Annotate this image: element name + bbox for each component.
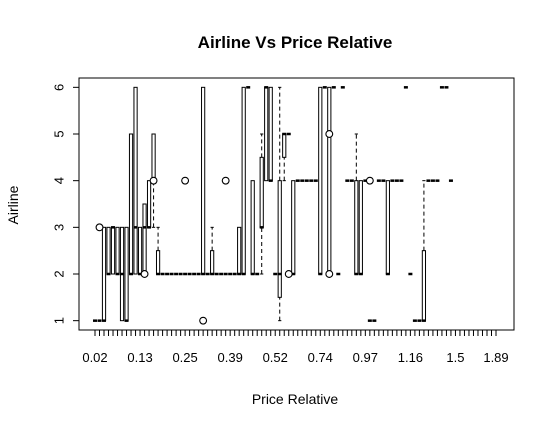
box-body xyxy=(354,180,359,275)
box-group xyxy=(282,132,287,182)
boxplot-marks xyxy=(93,86,453,325)
box-group xyxy=(264,86,269,182)
y-axis-label: Airline xyxy=(5,185,21,224)
box-group xyxy=(133,86,138,275)
box-group xyxy=(250,180,255,276)
x-tick-label: 1.5 xyxy=(446,350,464,365)
box-body xyxy=(268,86,273,182)
y-axis: 1 2 3 4 5 6 xyxy=(52,84,80,324)
outlier-point xyxy=(325,270,334,278)
x-tick-label: 1.16 xyxy=(398,350,423,365)
box-group xyxy=(421,180,427,322)
x-axis-label: Price Relative xyxy=(252,391,339,407)
box-group xyxy=(385,180,390,276)
box-body xyxy=(142,203,147,275)
x-tick-label: 0.97 xyxy=(353,350,378,365)
y-tick-label: 4 xyxy=(52,177,67,184)
box-body xyxy=(237,226,242,275)
outlier-point xyxy=(365,176,374,185)
outlier-point xyxy=(199,316,208,325)
outlier-point xyxy=(221,176,230,185)
box-body xyxy=(282,133,287,158)
x-tick-label: 0.02 xyxy=(82,350,107,365)
box-group xyxy=(155,226,161,276)
box-body xyxy=(106,226,111,275)
box-group xyxy=(101,226,107,322)
box-body xyxy=(250,180,255,275)
outlier-point xyxy=(181,176,190,185)
box-body xyxy=(146,180,152,228)
box-group xyxy=(210,226,215,276)
box-body xyxy=(264,86,269,182)
y-tick-label: 3 xyxy=(52,224,67,231)
box-body xyxy=(115,226,120,275)
box-group xyxy=(237,226,242,276)
box-body xyxy=(421,250,427,322)
box-group xyxy=(277,86,282,322)
box-group xyxy=(124,226,129,322)
box-body xyxy=(133,86,138,275)
box-group xyxy=(128,133,134,276)
box-group xyxy=(142,203,147,275)
box-body xyxy=(151,133,156,182)
box-group xyxy=(241,86,246,276)
box-body xyxy=(101,226,107,322)
box-group xyxy=(268,86,273,182)
x-axis: 0.02 0.13 0.25 0.39 0.52 0.74 0.97 1.16 1.5 1.89 xyxy=(82,329,509,365)
x-tick-label: 1.89 xyxy=(483,350,508,365)
box-group xyxy=(201,86,206,276)
y-tick-label: 5 xyxy=(52,130,67,137)
y-tick-label: 6 xyxy=(52,84,67,91)
box-body xyxy=(385,180,390,275)
box-group xyxy=(119,226,125,322)
box-body xyxy=(241,86,246,275)
box-group xyxy=(115,226,120,276)
outlier-point xyxy=(95,223,104,232)
x-tick-label: 0.52 xyxy=(263,350,288,365)
outlier-point xyxy=(149,176,158,185)
y-tick-label: 1 xyxy=(52,317,67,324)
box-group xyxy=(137,226,143,276)
box-body xyxy=(137,226,143,275)
box-group xyxy=(259,133,264,275)
x-tick-label: 0.25 xyxy=(172,350,197,365)
box-body xyxy=(318,86,323,275)
x-tick-label: 0.39 xyxy=(218,350,243,365)
box-body xyxy=(155,250,161,275)
box-body xyxy=(210,250,215,275)
x-tick-label: 0.13 xyxy=(127,350,152,365)
box-group xyxy=(291,180,296,276)
box-group xyxy=(358,180,363,276)
box-body xyxy=(259,156,264,228)
y-tick-label: 2 xyxy=(52,270,67,277)
outlier-point xyxy=(284,270,293,278)
box-group xyxy=(318,86,323,276)
box-body xyxy=(110,226,116,275)
box-body xyxy=(201,86,206,275)
box-group xyxy=(327,86,332,276)
outlier-point xyxy=(140,270,149,278)
box-group xyxy=(106,226,111,276)
box-body xyxy=(358,180,363,275)
box-body xyxy=(291,180,296,275)
box-group xyxy=(146,180,152,229)
outlier-point xyxy=(325,130,334,138)
box-group xyxy=(110,226,116,275)
box-group xyxy=(354,133,359,276)
box-body xyxy=(124,226,129,322)
box-body xyxy=(327,86,332,275)
x-tick-label: 0.74 xyxy=(308,350,333,365)
box-body xyxy=(128,133,134,275)
box-body xyxy=(277,180,282,298)
chart-title: Airline Vs Price Relative xyxy=(198,33,393,52)
